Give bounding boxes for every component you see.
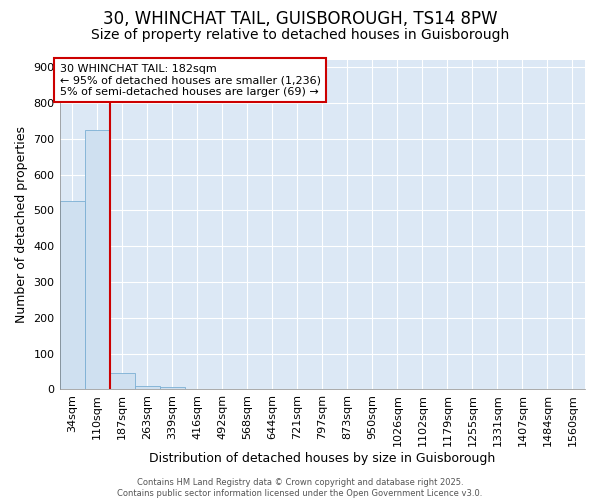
X-axis label: Distribution of detached houses by size in Guisborough: Distribution of detached houses by size … [149, 452, 496, 465]
Bar [85, 130, 110, 390]
Bar [110, 372, 134, 390]
Text: Contains HM Land Registry data © Crown copyright and database right 2025.
Contai: Contains HM Land Registry data © Crown c… [118, 478, 482, 498]
Text: Size of property relative to detached houses in Guisborough: Size of property relative to detached ho… [91, 28, 509, 42]
Bar [134, 386, 160, 390]
Bar [160, 387, 185, 390]
Text: 30 WHINCHAT TAIL: 182sqm
← 95% of detached houses are smaller (1,236)
5% of semi: 30 WHINCHAT TAIL: 182sqm ← 95% of detach… [59, 64, 320, 97]
Y-axis label: Number of detached properties: Number of detached properties [15, 126, 28, 323]
Text: 30, WHINCHAT TAIL, GUISBOROUGH, TS14 8PW: 30, WHINCHAT TAIL, GUISBOROUGH, TS14 8PW [103, 10, 497, 28]
Bar [59, 202, 85, 390]
